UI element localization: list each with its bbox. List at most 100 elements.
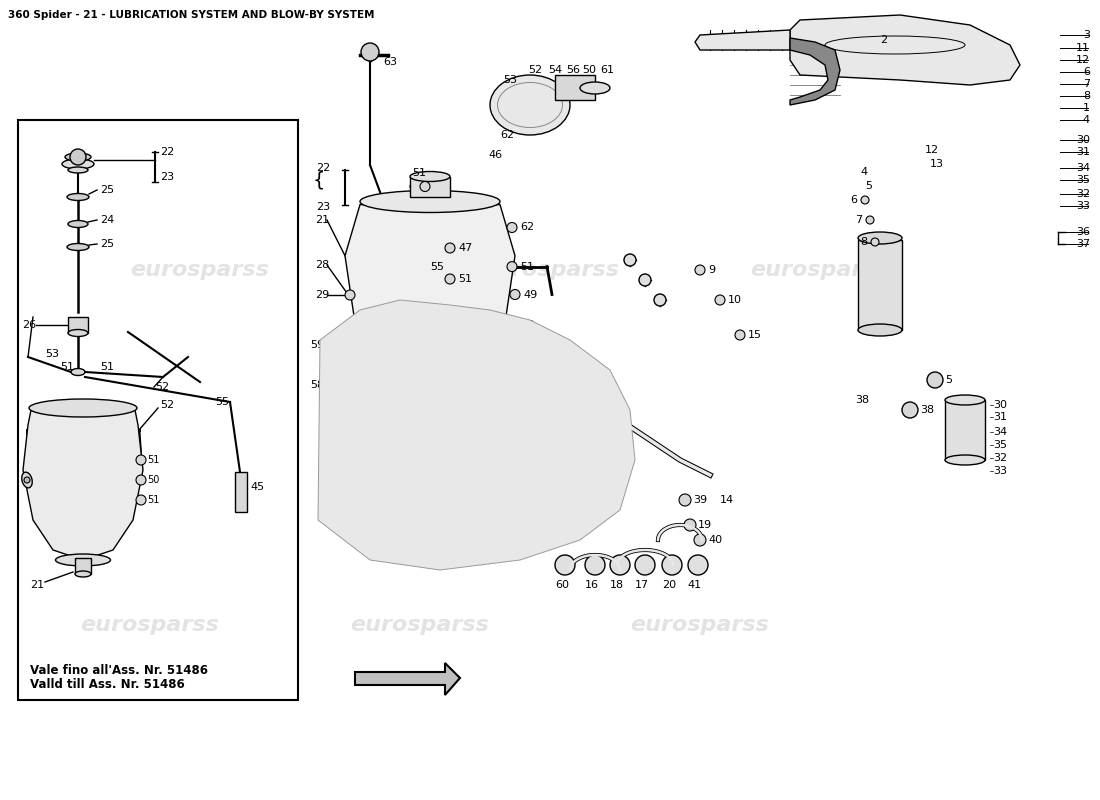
Text: 37: 37 bbox=[1076, 239, 1090, 249]
Text: 44: 44 bbox=[395, 452, 409, 462]
Text: eurosparss: eurosparss bbox=[351, 615, 490, 635]
Text: 51: 51 bbox=[412, 169, 426, 178]
Circle shape bbox=[446, 243, 455, 253]
Polygon shape bbox=[318, 300, 635, 570]
Circle shape bbox=[715, 295, 725, 305]
Circle shape bbox=[345, 290, 355, 300]
Ellipse shape bbox=[72, 369, 85, 375]
Ellipse shape bbox=[29, 399, 138, 417]
Text: 25: 25 bbox=[100, 239, 114, 249]
Circle shape bbox=[507, 222, 517, 233]
Text: 43: 43 bbox=[420, 452, 434, 462]
Text: eurosparss: eurosparss bbox=[80, 615, 219, 635]
Ellipse shape bbox=[22, 472, 32, 488]
Text: eurosparss: eurosparss bbox=[481, 260, 619, 280]
Text: 50: 50 bbox=[147, 475, 160, 485]
Ellipse shape bbox=[945, 455, 984, 465]
Text: 21: 21 bbox=[315, 215, 329, 225]
Text: 6: 6 bbox=[1084, 67, 1090, 77]
Ellipse shape bbox=[67, 243, 89, 250]
Text: 13: 13 bbox=[930, 159, 944, 169]
Circle shape bbox=[507, 321, 517, 330]
Ellipse shape bbox=[62, 159, 94, 169]
Text: 1: 1 bbox=[1084, 103, 1090, 113]
Text: 39: 39 bbox=[693, 495, 707, 505]
Text: 51: 51 bbox=[147, 495, 160, 505]
Circle shape bbox=[662, 555, 682, 575]
Ellipse shape bbox=[490, 75, 570, 135]
Text: 35: 35 bbox=[1076, 175, 1090, 185]
Text: 34: 34 bbox=[1076, 163, 1090, 173]
Circle shape bbox=[688, 555, 708, 575]
Text: 51: 51 bbox=[60, 362, 74, 372]
Circle shape bbox=[70, 149, 86, 165]
Circle shape bbox=[679, 494, 691, 506]
Circle shape bbox=[585, 555, 605, 575]
Text: 8: 8 bbox=[860, 237, 867, 247]
Circle shape bbox=[24, 477, 30, 483]
Text: 47: 47 bbox=[458, 243, 472, 253]
Text: 18: 18 bbox=[609, 580, 624, 590]
Ellipse shape bbox=[75, 571, 91, 577]
Polygon shape bbox=[790, 15, 1020, 85]
Circle shape bbox=[861, 196, 869, 204]
Text: 24: 24 bbox=[100, 215, 114, 225]
Text: 40: 40 bbox=[708, 535, 722, 545]
Circle shape bbox=[136, 455, 146, 465]
Text: 35: 35 bbox=[993, 440, 1007, 450]
Text: 4: 4 bbox=[1082, 115, 1090, 125]
Text: eurosparss: eurosparss bbox=[750, 260, 890, 280]
Text: 360 Spider - 21 - LUBRICATION SYSTEM AND BLOW-BY SYSTEM: 360 Spider - 21 - LUBRICATION SYSTEM AND… bbox=[8, 10, 374, 20]
Ellipse shape bbox=[858, 324, 902, 336]
Circle shape bbox=[639, 274, 651, 286]
Text: 52: 52 bbox=[160, 400, 174, 410]
Text: 59: 59 bbox=[310, 340, 324, 350]
Circle shape bbox=[735, 330, 745, 340]
Text: 3: 3 bbox=[1084, 30, 1090, 40]
Text: {: { bbox=[312, 170, 324, 190]
Circle shape bbox=[420, 182, 430, 191]
Text: 58: 58 bbox=[310, 380, 324, 390]
Circle shape bbox=[610, 555, 630, 575]
Circle shape bbox=[927, 372, 943, 388]
Text: 25: 25 bbox=[100, 185, 114, 195]
Circle shape bbox=[361, 43, 379, 61]
Text: 48: 48 bbox=[520, 321, 535, 330]
Text: 27: 27 bbox=[390, 448, 405, 458]
Bar bbox=[18, 120, 298, 700]
Text: 60: 60 bbox=[556, 580, 569, 590]
Text: 31: 31 bbox=[1076, 147, 1090, 157]
Text: Valld till Ass. Nr. 51486: Valld till Ass. Nr. 51486 bbox=[30, 678, 185, 691]
Polygon shape bbox=[23, 410, 143, 560]
Text: 22: 22 bbox=[160, 147, 174, 157]
Text: 12: 12 bbox=[925, 145, 939, 155]
Text: 51: 51 bbox=[520, 262, 534, 272]
Ellipse shape bbox=[68, 330, 88, 337]
Circle shape bbox=[446, 313, 455, 322]
Bar bbox=[235, 472, 248, 512]
Text: eurosparss: eurosparss bbox=[131, 260, 270, 280]
Text: Vale fino all'Ass. Nr. 51486: Vale fino all'Ass. Nr. 51486 bbox=[30, 663, 208, 677]
Bar bbox=[68, 317, 88, 333]
Ellipse shape bbox=[945, 395, 984, 405]
Bar bbox=[410, 177, 450, 197]
Text: 7: 7 bbox=[1082, 79, 1090, 89]
Text: 63: 63 bbox=[383, 57, 397, 67]
Text: 12: 12 bbox=[1076, 55, 1090, 65]
Text: 53: 53 bbox=[503, 75, 517, 85]
Ellipse shape bbox=[65, 153, 91, 161]
Text: 51: 51 bbox=[458, 274, 472, 284]
Text: 61: 61 bbox=[600, 65, 614, 75]
Text: 23: 23 bbox=[316, 202, 330, 212]
Polygon shape bbox=[355, 663, 460, 695]
Text: 41: 41 bbox=[688, 580, 702, 590]
Text: eurosparss: eurosparss bbox=[630, 615, 769, 635]
Text: 10: 10 bbox=[728, 295, 743, 305]
Ellipse shape bbox=[55, 554, 110, 566]
Text: 23: 23 bbox=[160, 172, 174, 182]
Text: 2: 2 bbox=[880, 35, 887, 45]
Text: 53: 53 bbox=[45, 349, 59, 359]
Text: 33: 33 bbox=[1076, 201, 1090, 211]
Bar bbox=[945, 400, 984, 460]
Text: 21: 21 bbox=[30, 580, 44, 590]
